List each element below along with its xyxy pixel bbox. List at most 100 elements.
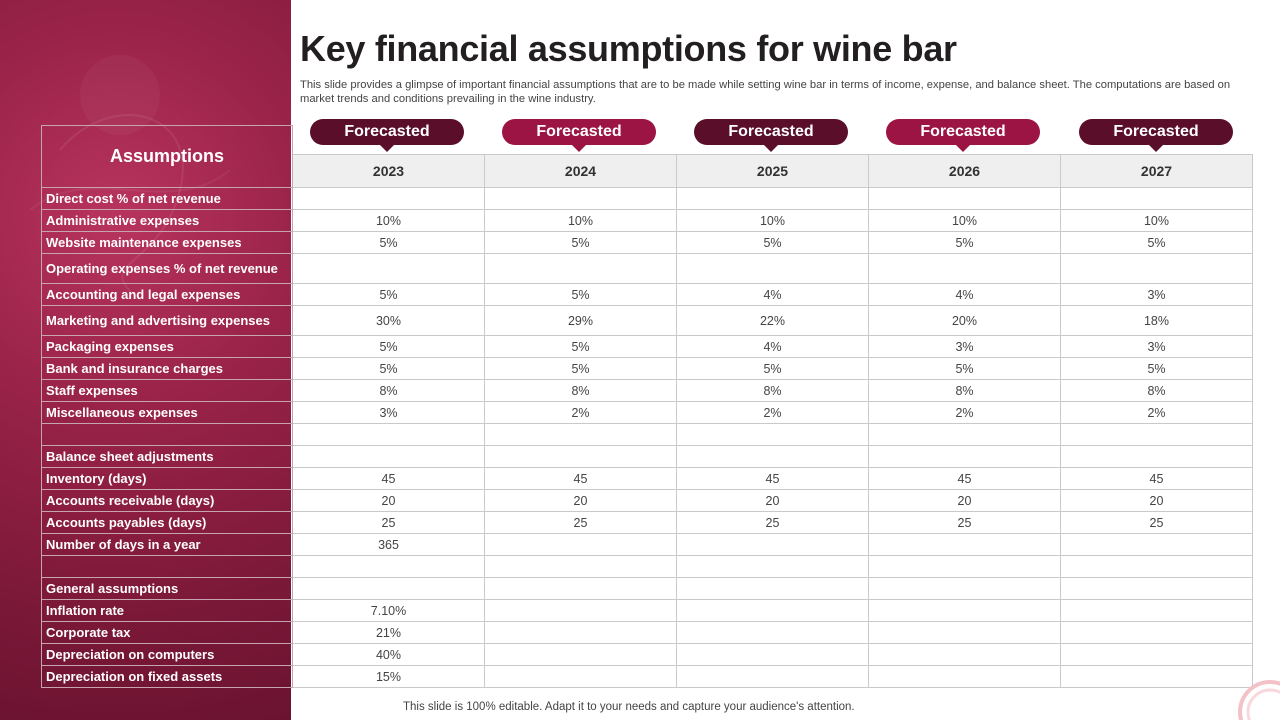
- row-label: Direct cost % of net revenue: [41, 187, 293, 210]
- value-cell-2023: 365: [292, 533, 485, 556]
- value-cell-2027: [1060, 577, 1253, 600]
- table-row: General assumptions: [41, 577, 1253, 600]
- value-cell-2027: 25: [1060, 511, 1253, 534]
- value-cell-2025: [676, 533, 869, 556]
- forecast-badge-2027: Forecasted: [1079, 119, 1233, 152]
- row-label: Marketing and advertising expenses: [41, 305, 293, 336]
- value-cell-2023: 3%: [292, 401, 485, 424]
- value-cell-2024: 8%: [484, 379, 677, 402]
- value-cell-2026: [868, 643, 1061, 666]
- year-2024: 2024: [484, 153, 677, 189]
- value-cell-2024: 5%: [484, 357, 677, 380]
- value-cell-2023: [292, 555, 485, 578]
- year-2027: 2027: [1060, 153, 1253, 189]
- value-cell-2025: 45: [676, 467, 869, 490]
- header-spacer: [293, 126, 1253, 155]
- value-cell-2027: 45: [1060, 467, 1253, 490]
- assumptions-header: Assumptions: [41, 125, 293, 188]
- value-cell-2026: [868, 577, 1061, 600]
- row-label: [41, 555, 293, 578]
- value-cell-2023: 7.10%: [292, 599, 485, 622]
- value-cell-2026: [868, 599, 1061, 622]
- value-cell-2023: 5%: [292, 231, 485, 254]
- row-label: General assumptions: [41, 577, 293, 600]
- value-cell-2025: 5%: [676, 231, 869, 254]
- value-cell-2023: 15%: [292, 665, 485, 688]
- value-cell-2023: [292, 445, 485, 468]
- value-cell-2023: [292, 423, 485, 446]
- table-row: Depreciation on computers 40%: [41, 643, 1253, 666]
- value-cell-2027: [1060, 665, 1253, 688]
- value-cell-2027: 5%: [1060, 231, 1253, 254]
- value-cell-2024: [484, 253, 677, 284]
- row-label: Bank and insurance charges: [41, 357, 293, 380]
- value-cell-2024: [484, 423, 677, 446]
- value-cell-2023: 5%: [292, 335, 485, 358]
- year-2026: 2026: [868, 153, 1061, 189]
- row-label: Depreciation on computers: [41, 643, 293, 666]
- years-row: 2023 2024 2025 2026 2027: [42, 153, 1253, 189]
- value-cell-2025: [676, 445, 869, 468]
- value-cell-2026: 2%: [868, 401, 1061, 424]
- value-cell-2025: 4%: [676, 283, 869, 306]
- value-cell-2027: [1060, 621, 1253, 644]
- value-cell-2024: [484, 533, 677, 556]
- table-row: Inflation rate 7.10%: [41, 599, 1253, 622]
- value-cell-2025: 20: [676, 489, 869, 512]
- value-cell-2026: [868, 555, 1061, 578]
- row-label: Operating expenses % of net revenue: [41, 253, 293, 284]
- value-cell-2023: 21%: [292, 621, 485, 644]
- value-cell-2023: 20: [292, 489, 485, 512]
- value-cell-2024: [484, 445, 677, 468]
- value-cell-2023: [292, 253, 485, 284]
- value-cell-2025: 8%: [676, 379, 869, 402]
- forecast-badge-2023: Forecasted: [310, 119, 464, 152]
- value-cell-2026: 3%: [868, 335, 1061, 358]
- value-cell-2024: [484, 599, 677, 622]
- row-label: Accounts payables (days): [41, 511, 293, 534]
- row-label: Administrative expenses: [41, 209, 293, 232]
- value-cell-2024: [484, 621, 677, 644]
- row-label: Packaging expenses: [41, 335, 293, 358]
- row-label: Number of days in a year: [41, 533, 293, 556]
- value-cell-2027: [1060, 555, 1253, 578]
- value-cell-2023: [292, 187, 485, 210]
- value-cell-2023: 10%: [292, 209, 485, 232]
- value-cell-2024: 2%: [484, 401, 677, 424]
- decorative-ring-graphic: [1238, 680, 1280, 720]
- value-cell-2025: 2%: [676, 401, 869, 424]
- page-subtitle: This slide provides a glimpse of importa…: [300, 79, 1231, 105]
- table-row: Operating expenses % of net revenue: [41, 253, 1253, 284]
- forecast-badge-2024: Forecasted: [502, 119, 656, 152]
- value-cell-2026: [868, 665, 1061, 688]
- row-label: Depreciation on fixed assets: [41, 665, 293, 688]
- value-cell-2024: 29%: [484, 305, 677, 336]
- year-2025: 2025: [676, 153, 869, 189]
- row-label: [41, 423, 293, 446]
- value-cell-2025: [676, 253, 869, 284]
- value-cell-2023: 5%: [292, 357, 485, 380]
- row-label: Inventory (days): [41, 467, 293, 490]
- value-cell-2027: 8%: [1060, 379, 1253, 402]
- value-cell-2024: [484, 643, 677, 666]
- value-cell-2024: [484, 187, 677, 210]
- value-cell-2027: [1060, 423, 1253, 446]
- table-row: Website maintenance expenses 5% 5% 5% 5% 5%: [41, 231, 1253, 254]
- value-cell-2025: [676, 187, 869, 210]
- table-row: Miscellaneous expenses 3% 2% 2% 2% 2%: [41, 401, 1253, 424]
- value-cell-2027: 10%: [1060, 209, 1253, 232]
- value-cell-2027: 20: [1060, 489, 1253, 512]
- value-cell-2025: 5%: [676, 357, 869, 380]
- assumptions-table: Assumptions 2023 2024 2025 2026 2027 Dir…: [41, 125, 1253, 688]
- table-header-row: Assumptions: [41, 125, 1253, 188]
- value-cell-2027: 5%: [1060, 357, 1253, 380]
- table-row: Balance sheet adjustments: [41, 445, 1253, 468]
- value-cell-2026: 20: [868, 489, 1061, 512]
- row-label: Accounts receivable (days): [41, 489, 293, 512]
- value-cell-2024: [484, 577, 677, 600]
- value-cell-2026: [868, 621, 1061, 644]
- value-cell-2025: 22%: [676, 305, 869, 336]
- value-cell-2024: [484, 555, 677, 578]
- table-row: Depreciation on fixed assets 15%: [41, 665, 1253, 688]
- page-title: Key financial assumptions for wine bar: [300, 28, 957, 69]
